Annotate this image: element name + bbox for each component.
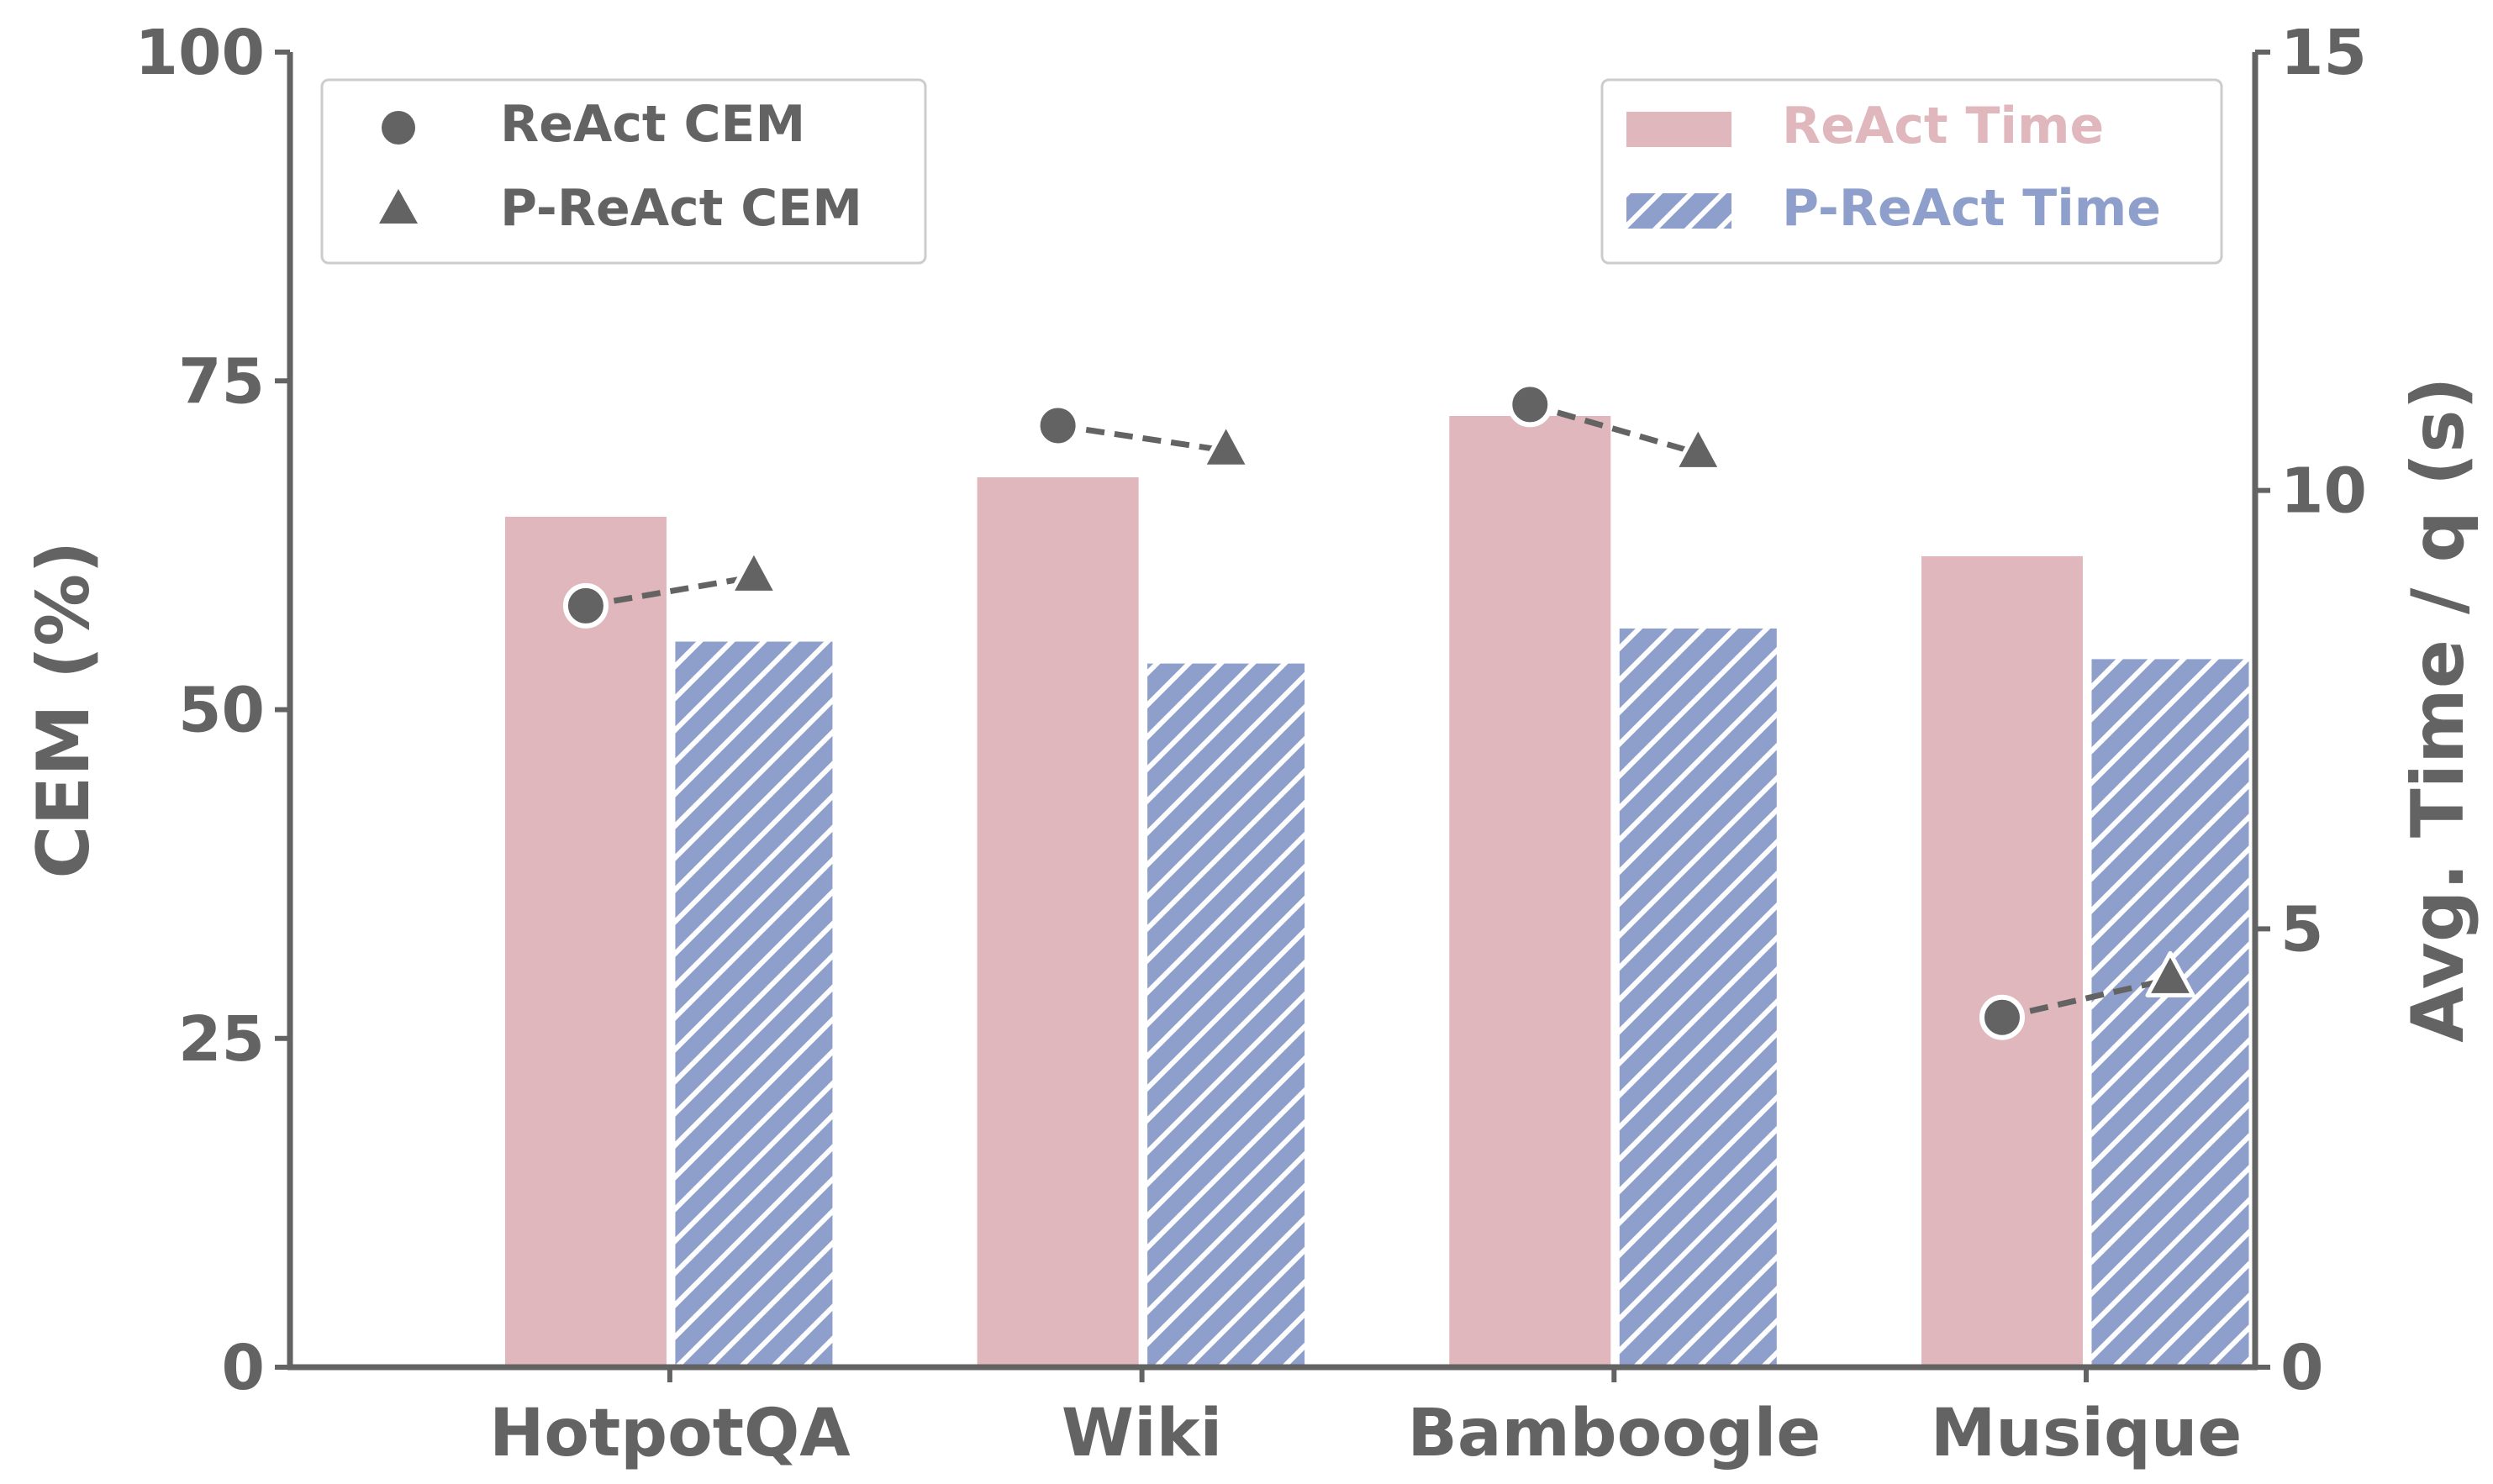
- legend-time: ReAct Time P-ReAct Time: [1600, 78, 2223, 265]
- x-tick-label-bamboogle: Bamboogle: [1407, 1396, 1821, 1471]
- left-tick-label: 75: [178, 345, 265, 418]
- right-tick-label: 15: [2280, 17, 2367, 89]
- point-p-react-cem-hotpotqa: [729, 548, 779, 595]
- bar-react-time-hotpotqa: [504, 516, 667, 1367]
- legend-cem: ReAct CEM P-ReAct CEM: [320, 78, 927, 265]
- bar-react-time-wiki: [977, 477, 1139, 1368]
- bar-react-time-musique: [1921, 555, 2083, 1367]
- left-tick-label: 50: [178, 675, 265, 747]
- point-p-react-cem-wiki: [1201, 422, 1252, 469]
- x-tick-label-wiki: Wiki: [1062, 1396, 1222, 1471]
- bars-layer: [504, 415, 2253, 1370]
- legend-p-react-cem-label: P-ReAct CEM: [500, 179, 862, 238]
- right-tick-label: 5: [2280, 893, 2324, 966]
- point-react-cem-bamboogle: [1507, 382, 1553, 428]
- legend-cem-frame: [320, 78, 927, 265]
- points-layer: [562, 382, 2195, 1040]
- legend-p-react-time-label: P-ReAct Time: [1782, 179, 2161, 238]
- connector-line-wiki: [1057, 422, 1227, 454]
- left-axis-title: CEM (%): [22, 540, 106, 878]
- bar-p-react-time-wiki: [1143, 659, 1310, 1370]
- legend-react-time-label: ReAct Time: [1782, 97, 2104, 155]
- bar-p-react-time-bamboogle: [1615, 624, 1781, 1370]
- point-react-cem-musique: [1979, 994, 2025, 1040]
- legend-react-cem-label: ReAct CEM: [500, 95, 805, 154]
- legend-react-cem-marker: [382, 111, 415, 145]
- point-p-react-cem-bamboogle: [1673, 424, 1723, 471]
- right-axis-title: Avg. Time / q (s): [2396, 376, 2480, 1042]
- right-tick-label: 0: [2280, 1332, 2324, 1404]
- bar-p-react-time-hotpotqa: [671, 637, 837, 1370]
- legend-react-time-swatch: [1626, 112, 1731, 147]
- connector-lines-layer: [585, 402, 2171, 1021]
- point-p-react-cem-musique: [2145, 950, 2195, 997]
- connector-line-musique: [2001, 976, 2171, 1021]
- connector-line-bamboogle: [1529, 402, 1700, 456]
- left-tick-label: 100: [135, 17, 265, 89]
- axes-layer: 0 25 50 75 100 0 5 10 15 HotpotQA Wiki Bamboogle Mus…: [22, 17, 2480, 1471]
- point-react-cem-hotpotqa: [562, 582, 609, 629]
- legend-time-frame: [1600, 78, 2223, 265]
- legend-p-react-cem-marker: [379, 189, 418, 224]
- right-tick-label: 10: [2280, 455, 2367, 528]
- point-react-cem-wiki: [1035, 403, 1081, 449]
- x-tick-label-musique: Musique: [1931, 1396, 2243, 1471]
- bar-p-react-time-musique: [2087, 655, 2253, 1370]
- left-tick-label: 0: [222, 1332, 266, 1404]
- left-tick-label: 25: [178, 1003, 265, 1076]
- bar-react-time-bamboogle: [1449, 415, 1611, 1367]
- legend-p-react-time-swatch: [1626, 193, 1731, 229]
- x-tick-label-hotpotqa: HotpotQA: [489, 1396, 851, 1471]
